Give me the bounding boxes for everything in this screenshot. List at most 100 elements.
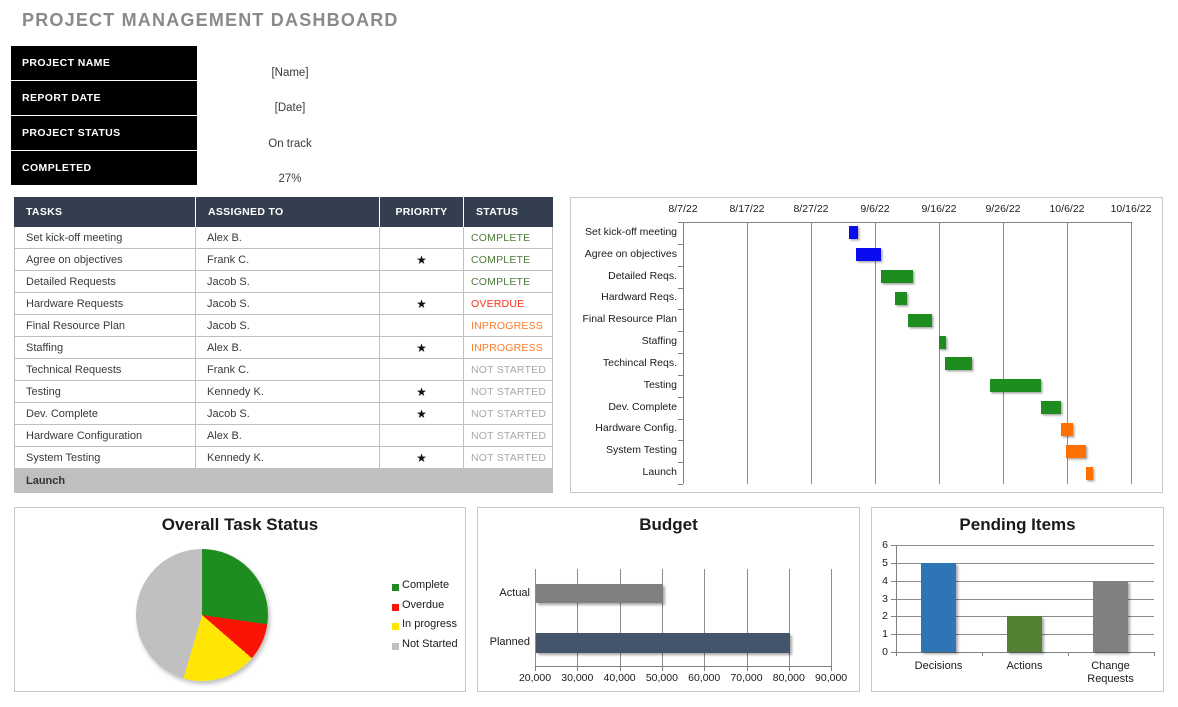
pending-category-label-actions: Actions (1006, 660, 1043, 672)
assigned-cell[interactable]: Alex B. (196, 227, 380, 249)
assigned-cell[interactable]: Alex B. (196, 425, 380, 447)
gantt-axis-tick (678, 265, 683, 267)
gantt-bar-testing (990, 379, 1042, 393)
priority-cell[interactable]: ★ (380, 293, 464, 315)
task-cell[interactable]: Staffing (15, 337, 196, 359)
priority-cell[interactable] (380, 359, 464, 381)
assigned-cell[interactable]: Jacob S. (196, 271, 380, 293)
gantt-axis-tick (678, 374, 683, 376)
assigned-cell[interactable]: Alex B. (196, 337, 380, 359)
budget-tick-label: 70,000 (730, 672, 763, 684)
table-header-cell-priority: PRIORITY (380, 197, 464, 227)
status-cell[interactable]: NOT STARTED (464, 359, 553, 381)
priority-cell[interactable]: ★ (380, 403, 464, 425)
info-value-project-status[interactable]: On track (268, 137, 312, 150)
budget-tick-label: 80,000 (772, 672, 805, 684)
status-cell[interactable]: OVERDUE (464, 293, 553, 315)
task-cell[interactable]: Dev. Complete (15, 403, 196, 425)
gantt-task-label-agree-on-objectives: Agree on objectives (584, 247, 677, 260)
status-cell[interactable] (464, 469, 553, 493)
priority-cell[interactable]: ★ (380, 249, 464, 271)
assigned-cell[interactable]: Kennedy K. (196, 447, 380, 469)
task-cell[interactable]: System Testing (15, 447, 196, 469)
priority-cell[interactable]: ★ (380, 381, 464, 403)
gantt-task-label-dev-complete: Dev. Complete (608, 400, 677, 413)
assigned-cell[interactable]: Jacob S. (196, 403, 380, 425)
gantt-task-label-hardware-config: Hardware Config. (595, 422, 677, 435)
pending-y-axis-line (896, 545, 897, 652)
budget-title: Budget (639, 515, 698, 534)
info-label-project-name: PROJECT NAME (11, 46, 197, 80)
priority-cell[interactable] (380, 271, 464, 293)
assigned-cell[interactable]: Frank C. (196, 359, 380, 381)
gantt-task-label-final-resource-plan: Final Resource Plan (582, 313, 677, 326)
gantt-axis-tick (678, 243, 683, 245)
gantt-bar-hardward-reqs (894, 291, 907, 305)
status-cell[interactable]: NOT STARTED (464, 381, 553, 403)
priority-cell[interactable] (380, 425, 464, 447)
pending-x-tick (896, 652, 897, 656)
status-cell[interactable]: NOT STARTED (464, 425, 553, 447)
gantt-date-label: 10/6/22 (1049, 203, 1085, 215)
gantt-date-label: 8/7/22 (668, 203, 698, 215)
assigned-cell[interactable]: Kennedy K. (196, 381, 380, 403)
budget-tick-label: 90,000 (815, 672, 848, 684)
gantt-axis-tick (678, 418, 683, 420)
budget-axis-tick (788, 666, 790, 671)
table-row-detailed-requests: Detailed Requests Jacob S. COMPLETE (14, 271, 553, 293)
status-cell[interactable]: INPROGRESS (464, 315, 553, 337)
gantt-bar-detailed-reqs (881, 270, 913, 284)
status-cell[interactable]: NOT STARTED (464, 403, 553, 425)
legend-swatch-not-started (392, 642, 399, 650)
budget-tick-label: 60,000 (688, 672, 721, 684)
table-row-agree-on-objectives: Agree on objectives Frank C. ★ COMPLETE (14, 249, 553, 271)
task-cell[interactable]: Technical Requests (15, 359, 196, 381)
status-cell[interactable]: COMPLETE (464, 249, 553, 271)
budget-gridline (788, 569, 790, 666)
priority-cell[interactable] (380, 227, 464, 249)
pending-axis-tick (891, 598, 896, 600)
gantt-gridline (1003, 222, 1004, 484)
pending-bar-decisions (921, 562, 956, 652)
gantt-date-label: 8/27/22 (793, 203, 829, 215)
task-cell[interactable]: Testing (15, 381, 196, 403)
info-value-report-date[interactable]: [Date] (274, 102, 306, 115)
info-value-project-name[interactable]: [Name] (271, 67, 309, 79)
task-cell[interactable]: Hardware Requests (15, 293, 196, 315)
info-value-completed[interactable]: 27% (278, 172, 302, 185)
priority-cell[interactable]: ★ (380, 447, 464, 469)
assigned-cell[interactable]: Jacob S. (196, 293, 380, 315)
task-cell[interactable]: Detailed Requests (15, 271, 196, 293)
assigned-cell[interactable]: Frank C. (196, 249, 380, 271)
priority-cell[interactable]: ★ (380, 337, 464, 359)
info-label-completed: COMPLETED (11, 151, 197, 185)
table-row-set-kick-off-meeting: Set kick-off meeting Alex B. COMPLETE (14, 227, 553, 249)
budget-gridline (704, 569, 706, 666)
pending-y-label: 4 (882, 574, 888, 587)
table-row-dev-complete: Dev. Complete Jacob S. ★ NOT STARTED (14, 403, 553, 425)
pending-y-label: 6 (882, 539, 888, 551)
priority-cell[interactable] (380, 315, 464, 337)
task-cell[interactable]: Launch (15, 469, 196, 493)
assigned-cell[interactable]: Jacob S. (196, 315, 380, 337)
pending-y-label: 3 (882, 592, 888, 605)
task-cell[interactable]: Agree on objectives (15, 249, 196, 271)
status-cell[interactable]: NOT STARTED (464, 447, 553, 469)
status-cell[interactable]: COMPLETE (464, 271, 553, 293)
gantt-bar-system-testing (1066, 444, 1087, 458)
gantt-date-label: 10/16/22 (1110, 203, 1152, 215)
gantt-bar-set-kick-off-meeting (849, 226, 859, 240)
budget-gridline (661, 569, 663, 666)
priority-cell[interactable] (380, 469, 464, 493)
table-header-cell-assigned-to: ASSIGNED TO (196, 197, 380, 227)
pending-axis-tick (891, 562, 896, 564)
assigned-cell[interactable] (196, 469, 380, 493)
pending-axis-tick (891, 580, 896, 582)
task-cell[interactable]: Hardware Configuration (15, 425, 196, 447)
task-cell[interactable]: Final Resource Plan (15, 315, 196, 337)
status-cell[interactable]: COMPLETE (464, 227, 553, 249)
table-row-final-resource-plan: Final Resource Plan Jacob S. INPROGRESS (14, 315, 553, 337)
status-cell[interactable]: INPROGRESS (464, 337, 553, 359)
gantt-task-label-testing: Testing (643, 378, 677, 391)
task-cell[interactable]: Set kick-off meeting (15, 227, 196, 249)
